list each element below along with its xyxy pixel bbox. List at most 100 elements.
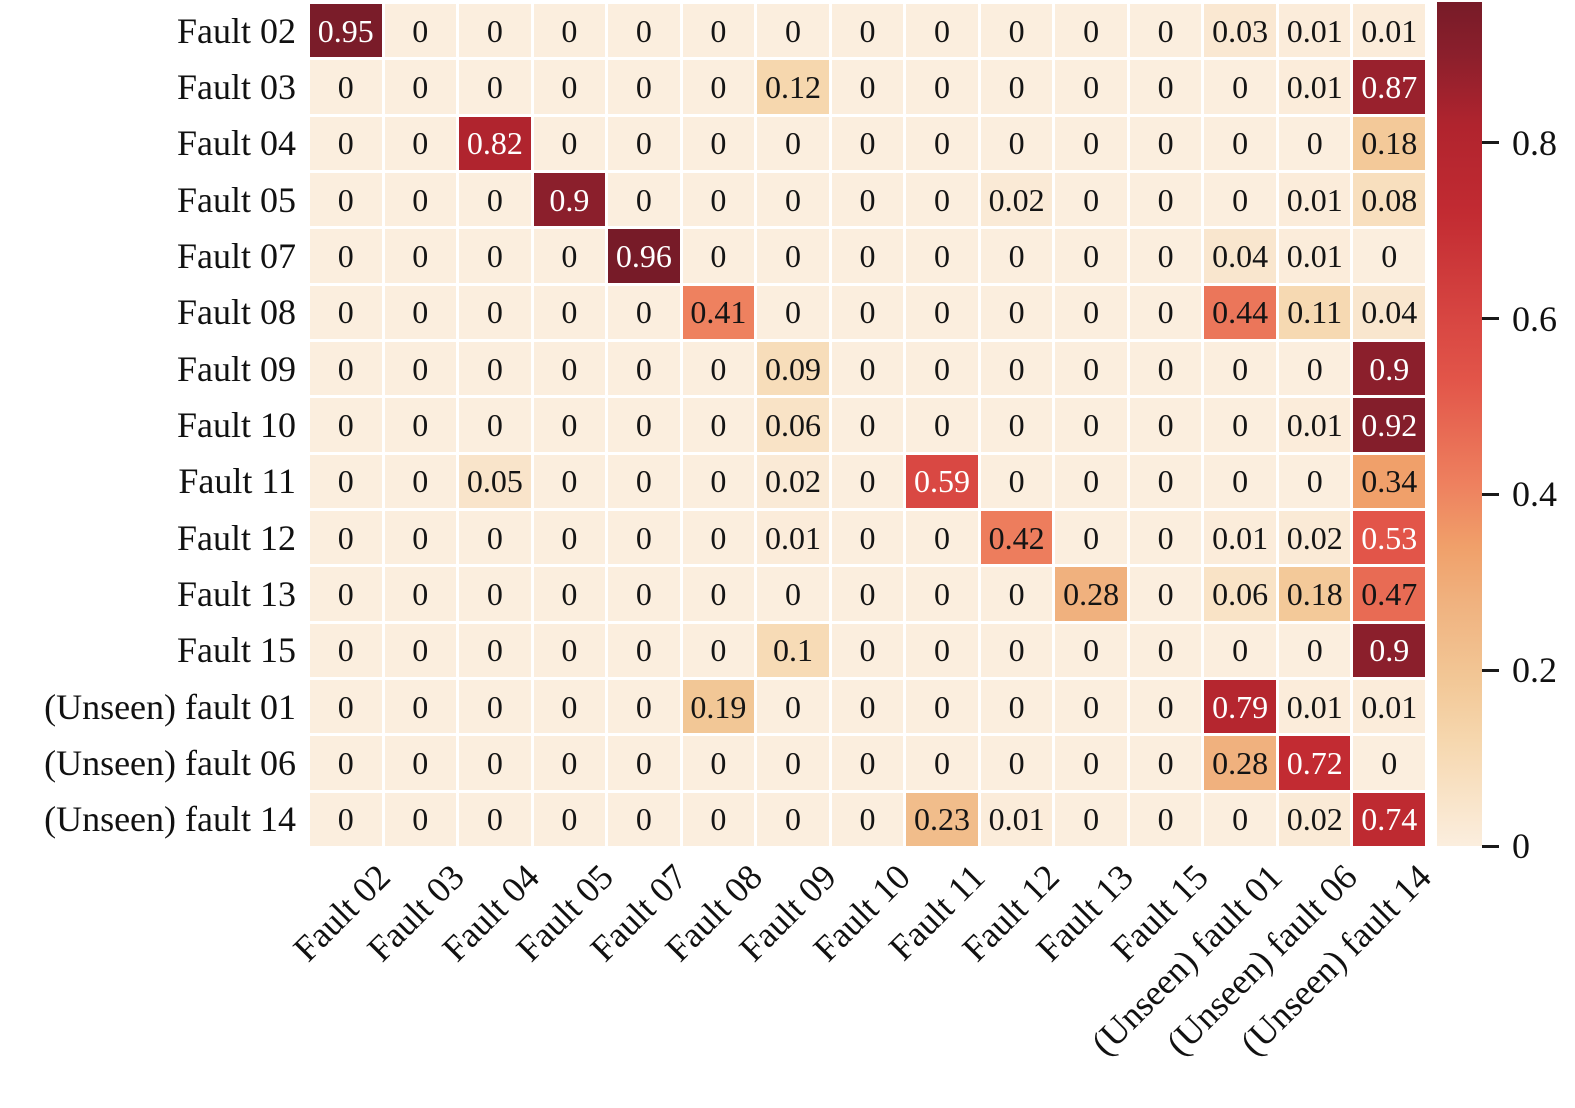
heatmap-cell: 0 xyxy=(906,229,978,283)
heatmap-cell: 0.28 xyxy=(1204,736,1276,790)
heatmap-cell: 0 xyxy=(757,679,829,734)
heatmap-cell: 0 xyxy=(831,229,904,283)
heatmap-cell: 0 xyxy=(906,623,978,677)
heatmap-cell: 0 xyxy=(533,623,606,677)
heatmap-cell: 0 xyxy=(1353,736,1425,790)
y-tick-label: (Unseen) fault 01 xyxy=(44,686,296,727)
heatmap-cell: 0 xyxy=(831,398,904,452)
heatmap-cell: 0 xyxy=(1129,4,1202,58)
heatmap-cell: 0 xyxy=(384,736,457,790)
heatmap-cell: 0 xyxy=(459,679,531,734)
heatmap-cell: 0 xyxy=(533,4,606,58)
heatmap-cell: 0 xyxy=(1129,736,1202,790)
heatmap-cell: 0 xyxy=(608,510,680,565)
heatmap-cell: 0 xyxy=(980,567,1053,621)
heatmap-cell: 0 xyxy=(384,172,457,227)
heatmap-cell: 0.01 xyxy=(1353,4,1425,58)
heatmap-cell: 0 xyxy=(310,792,382,846)
heatmap-cell: 0 xyxy=(906,736,978,790)
heatmap-cell: 0 xyxy=(682,736,755,790)
heatmap-cell: 0.34 xyxy=(1353,454,1425,508)
heatmap-cell: 0 xyxy=(1129,567,1202,621)
heatmap-cell: 0 xyxy=(831,4,904,58)
heatmap-cell: 0.74 xyxy=(1353,792,1425,846)
colorbar-tick-label: 0.8 xyxy=(1512,122,1557,163)
heatmap-cell: 0 xyxy=(1129,454,1202,508)
heatmap-cell: 0 xyxy=(906,60,978,114)
heatmap-cell: 0 xyxy=(608,623,680,677)
heatmap-cell: 0.06 xyxy=(757,398,829,452)
heatmap-cell: 0.41 xyxy=(682,285,755,339)
heatmap-cell: 0 xyxy=(1204,454,1276,508)
heatmap-cell: 0 xyxy=(1055,398,1127,452)
heatmap-cell: 0 xyxy=(384,229,457,283)
y-tick-label: Fault 08 xyxy=(176,292,296,333)
colorbar-tick-mark xyxy=(1482,844,1499,848)
heatmap-cell: 0 xyxy=(608,4,680,58)
y-tick-label: Fault 09 xyxy=(176,348,296,389)
heatmap-cell: 0.01 xyxy=(1278,229,1351,283)
heatmap-cell: 0 xyxy=(310,736,382,790)
heatmap-cell: 0 xyxy=(757,229,829,283)
heatmap-cell: 0 xyxy=(1204,398,1276,452)
heatmap-cell: 0 xyxy=(459,510,531,565)
heatmap-cell: 0 xyxy=(533,229,606,283)
heatmap-cell: 0 xyxy=(459,567,531,621)
heatmap-cell: 0 xyxy=(533,510,606,565)
heatmap-cell: 0 xyxy=(459,623,531,677)
heatmap-cell: 0 xyxy=(1353,229,1425,283)
heatmap-cell: 0 xyxy=(1204,116,1276,170)
heatmap-cell: 0 xyxy=(980,623,1053,677)
heatmap-cell: 0.12 xyxy=(757,60,829,114)
heatmap-cell: 0 xyxy=(533,567,606,621)
heatmap-cell: 0 xyxy=(1129,116,1202,170)
heatmap-cell: 0 xyxy=(906,567,978,621)
heatmap-cell: 0 xyxy=(1204,172,1276,227)
heatmap-grid: 0.95 0 0 0 0 0 0 0 0 0 0 0 0.03 0.01 0.01 0 0 0 0 0 0 0.12 0 0 0… xyxy=(310,4,1425,846)
heatmap-cell: 0.82 xyxy=(459,116,531,170)
heatmap-cell: 0 xyxy=(310,229,382,283)
heatmap-cell: 0 xyxy=(459,398,531,452)
heatmap-cell: 0.47 xyxy=(1353,567,1425,621)
heatmap-cell: 0.08 xyxy=(1353,172,1425,227)
heatmap-cell: 0 xyxy=(682,454,755,508)
heatmap-cell: 0 xyxy=(906,398,978,452)
heatmap-cell: 0 xyxy=(980,679,1053,734)
heatmap-cell: 0 xyxy=(310,510,382,565)
y-tick-label: Fault 02 xyxy=(176,10,296,51)
heatmap-cell: 0 xyxy=(906,341,978,396)
heatmap-cell: 0 xyxy=(384,4,457,58)
heatmap-cell: 0 xyxy=(608,60,680,114)
heatmap-cell: 0.87 xyxy=(1353,60,1425,114)
heatmap-cell: 0 xyxy=(831,567,904,621)
heatmap-cell: 0 xyxy=(1055,229,1127,283)
heatmap-cell: 0 xyxy=(980,736,1053,790)
heatmap-cell: 0 xyxy=(384,567,457,621)
heatmap-cell: 0 xyxy=(906,116,978,170)
heatmap-cell: 0 xyxy=(1204,341,1276,396)
y-tick-label: Fault 13 xyxy=(176,573,296,614)
heatmap-cell: 0 xyxy=(1129,792,1202,846)
heatmap-cell: 0 xyxy=(310,172,382,227)
heatmap-cell: 0 xyxy=(608,172,680,227)
heatmap-cell: 0 xyxy=(533,679,606,734)
heatmap-cell: 0 xyxy=(1129,623,1202,677)
heatmap-cell: 0 xyxy=(980,116,1053,170)
heatmap-cell: 0.01 xyxy=(980,792,1053,846)
colorbar-tick-label: 0 xyxy=(1512,826,1530,866)
heatmap-cell: 0 xyxy=(608,454,680,508)
heatmap-cell: 0 xyxy=(831,736,904,790)
heatmap-cell: 0 xyxy=(757,172,829,227)
heatmap-cell: 0.18 xyxy=(1278,567,1351,621)
heatmap-cell: 0 xyxy=(384,285,457,339)
heatmap-cell: 0 xyxy=(1055,341,1127,396)
heatmap-cell: 0 xyxy=(831,510,904,565)
heatmap-cell: 0 xyxy=(384,398,457,452)
heatmap-cell: 0 xyxy=(1055,679,1127,734)
heatmap-cell: 0 xyxy=(682,60,755,114)
heatmap-cell: 0 xyxy=(682,116,755,170)
heatmap-cell: 0 xyxy=(757,285,829,339)
heatmap-cell: 0 xyxy=(533,736,606,790)
heatmap-cell: 0 xyxy=(980,285,1053,339)
